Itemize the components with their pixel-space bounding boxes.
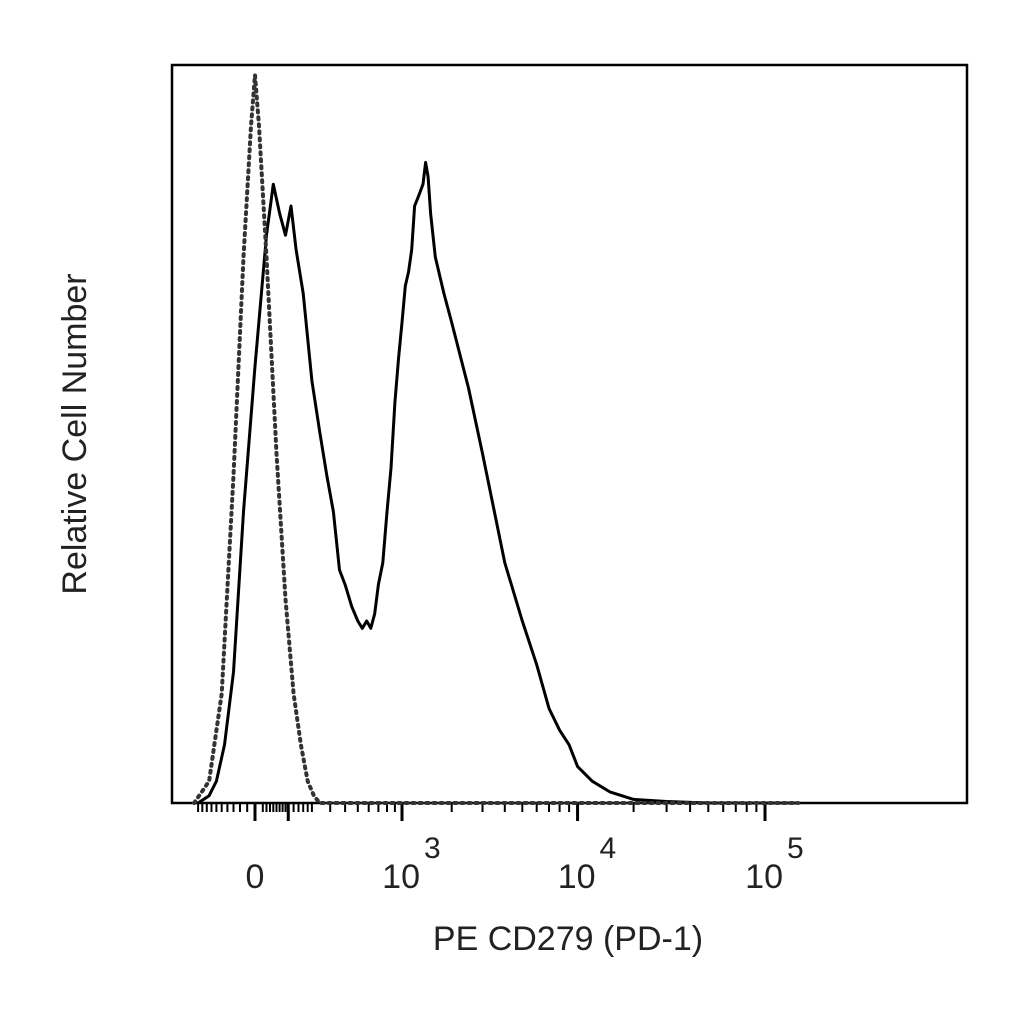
major-ticks [253,803,767,821]
minor-ticks [197,803,758,812]
x-tick-label-exponent: 3 [424,832,441,865]
stained-histogram-line [197,160,799,805]
y-axis-title: Relative Cell Number [56,273,94,594]
plot-frame [170,63,969,805]
control-histogram-line [192,73,801,805]
x-tick-label: 0 [246,858,265,896]
series-layer [192,73,801,805]
x-tick-label-text: 0 [246,858,265,896]
x-axis-title: PE CD279 (PD-1) [433,920,703,958]
x-tick-label-base: 10 [745,858,783,896]
x-tick-label-exponent: 4 [600,832,617,865]
x-tick-label-exponent: 5 [787,832,804,865]
x-tick-label-base: 10 [558,858,596,896]
x-tick-label-base: 10 [382,858,420,896]
x-tick-label: 104 [558,832,617,896]
x-tick-label: 105 [745,832,804,896]
x-tick-label: 103 [382,832,441,896]
